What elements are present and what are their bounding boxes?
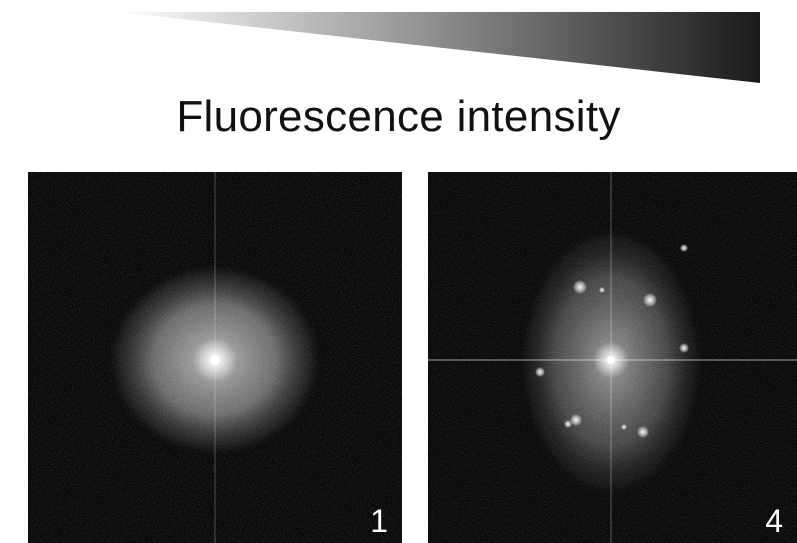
panel-number-1: 1 <box>370 503 388 539</box>
diffraction-image-4 <box>428 172 797 543</box>
intensity-wedge <box>118 12 760 83</box>
figure-title: Fluorescence intensity <box>176 92 621 141</box>
diffraction-panel-4: 4 <box>428 172 797 543</box>
panel-number-4: 4 <box>765 503 783 539</box>
diffraction-image-1 <box>28 172 402 543</box>
diffraction-panel-1: 1 <box>28 172 402 543</box>
bragg-spots <box>535 244 689 438</box>
